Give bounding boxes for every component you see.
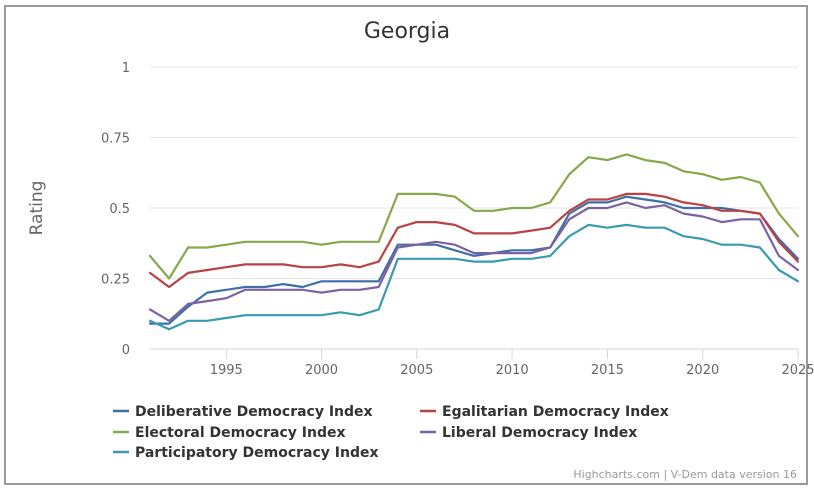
legend-label: Egalitarian Democracy Index [442, 404, 669, 420]
series-line-deliberative-democracy-index[interactable] [148, 195, 800, 325]
x-tick-label: 1995 [210, 363, 243, 378]
legend-label: Electoral Democracy Index [135, 425, 346, 441]
x-tick-label: 2025 [781, 363, 814, 378]
series-line-participatory-democracy-index[interactable] [148, 223, 800, 331]
y-tick-label: 0.25 [101, 273, 130, 288]
series-line-electoral-democracy-index[interactable] [148, 153, 800, 280]
grid-lines [150, 66, 798, 279]
legend-item[interactable]: Liberal Democracy Index [420, 425, 637, 441]
legend-label: Deliberative Democracy Index [135, 404, 373, 420]
y-axis-label: Rating [27, 181, 47, 236]
legend-label: Participatory Democracy Index [135, 445, 379, 461]
legend-item[interactable]: Participatory Democracy Index [113, 445, 379, 461]
x-tick-label: 2015 [591, 363, 624, 378]
y-tick-label: 0.75 [101, 132, 130, 147]
credits[interactable]: Highcharts.com | V-Dem data version 16 [573, 468, 797, 481]
series-line-egalitarian-democracy-index[interactable] [148, 192, 800, 289]
legend-item[interactable]: Deliberative Democracy Index [113, 404, 373, 420]
x-tick-label: 2000 [305, 363, 338, 378]
legend-item[interactable]: Egalitarian Democracy Index [420, 404, 669, 420]
y-tick-label: 0 [122, 343, 130, 358]
y-tick-label: 1 [122, 61, 130, 76]
legend-label: Liberal Democracy Index [442, 425, 637, 441]
legend-item[interactable]: Electoral Democracy Index [113, 425, 346, 441]
x-axis: 1995 2000 2005 2010 2015 2020 2025 [150, 348, 814, 378]
x-tick-label: 2010 [496, 363, 529, 378]
series-lines [148, 153, 800, 331]
legend: Deliberative Democracy Index Egalitarian … [113, 404, 669, 461]
x-tick-label: 2005 [400, 363, 433, 378]
y-axis-ticks: 0 0.25 0.5 0.75 1 [101, 61, 130, 358]
x-tick-label: 2020 [686, 363, 719, 378]
y-tick-label: 0.5 [109, 202, 130, 217]
series-line-liberal-democracy-index[interactable] [148, 201, 800, 322]
chart-title: Georgia [364, 19, 450, 44]
